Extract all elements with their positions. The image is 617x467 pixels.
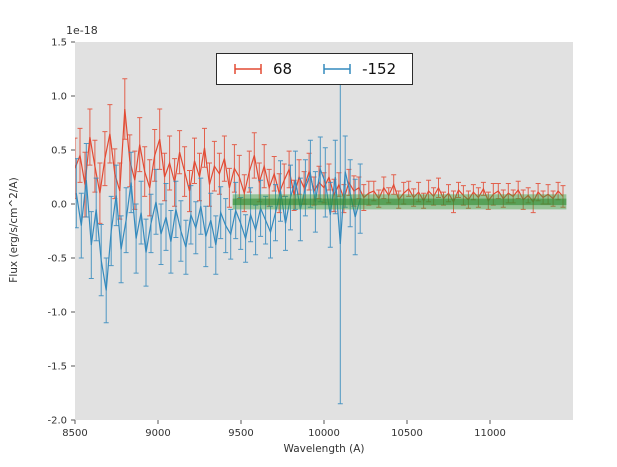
y-tick-label: -2.0 (47, 416, 67, 427)
y-tick-label: -1.0 (47, 308, 67, 319)
reference-band-core (232, 198, 567, 206)
x-tick-label: 8500 (62, 428, 87, 439)
y-tick-label: 1.0 (51, 92, 67, 103)
legend-label--152: -152 (362, 60, 397, 78)
x-tick-label: 11000 (474, 428, 506, 439)
y-axis: -2.0 -1.5 -1.0 -0.5 0.0 0.5 1.0 1.5 (47, 38, 75, 427)
series-group (75, 78, 567, 405)
x-tick-label: 10000 (308, 428, 340, 439)
errorbar-glyph-blue-icon (323, 64, 351, 74)
x-axis-label: Wavelength (A) (283, 443, 365, 455)
x-tick-label: 10500 (391, 428, 423, 439)
y-tick-label: 0.0 (51, 200, 67, 211)
legend: 68 -152 (216, 53, 414, 85)
errorbar-glyph-red-icon (234, 64, 262, 74)
y-tick-label: -0.5 (47, 254, 67, 265)
legend-label-68: 68 (273, 60, 293, 78)
y-axis-label: Flux (erg/s/cm^2/A) (8, 177, 20, 283)
y-tick-label: -1.5 (47, 362, 67, 373)
x-tick-label: 9500 (228, 428, 253, 439)
x-tick-label: 9000 (145, 428, 170, 439)
x-axis: 8500 9000 9500 10000 10500 11000 (62, 420, 506, 439)
axis-offset-text: 1e-18 (66, 24, 98, 37)
legend-item-68: 68 (233, 60, 292, 78)
axes-background (75, 42, 573, 420)
y-tick-label: 0.5 (51, 146, 67, 157)
line--152 (75, 167, 361, 291)
legend-item--152: -152 (322, 60, 396, 78)
line-68 (75, 108, 564, 204)
y-tick-label: 1.5 (51, 38, 67, 49)
